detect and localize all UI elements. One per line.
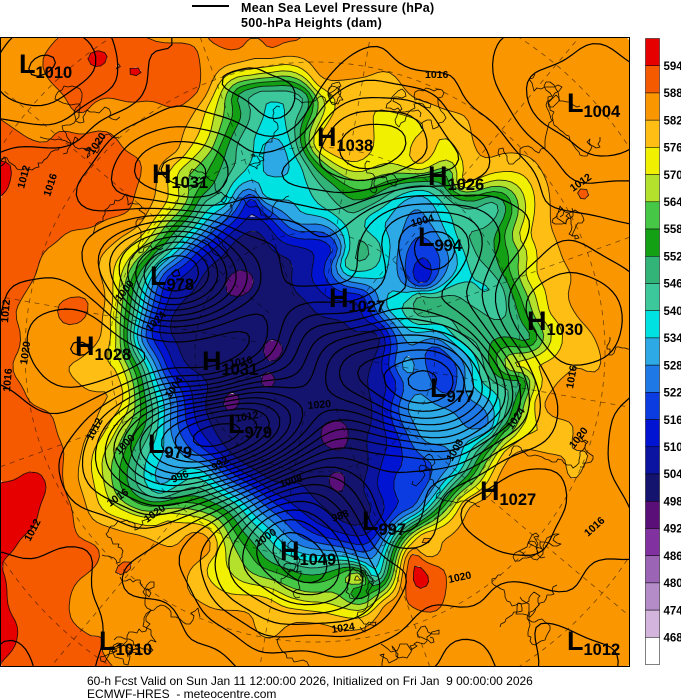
svg-text:988: 988 bbox=[330, 507, 351, 524]
svg-text:498: 498 bbox=[664, 496, 681, 508]
svg-text:534: 534 bbox=[664, 333, 681, 345]
svg-text:588: 588 bbox=[664, 88, 681, 100]
svg-text:558: 558 bbox=[664, 224, 681, 236]
svg-text:486: 486 bbox=[664, 551, 681, 563]
svg-text:576: 576 bbox=[664, 143, 681, 155]
svg-text:564: 564 bbox=[664, 197, 681, 209]
svg-text:552: 552 bbox=[664, 251, 681, 263]
svg-text:480: 480 bbox=[664, 578, 681, 590]
svg-text:1020: 1020 bbox=[307, 398, 331, 412]
svg-text:594: 594 bbox=[664, 61, 681, 73]
svg-text:1024: 1024 bbox=[331, 621, 356, 636]
svg-text:582: 582 bbox=[664, 115, 681, 127]
svg-text:1020: 1020 bbox=[447, 569, 472, 586]
svg-text:1012: 1012 bbox=[234, 409, 259, 425]
svg-text:468: 468 bbox=[664, 633, 681, 645]
svg-text:504: 504 bbox=[664, 469, 681, 481]
svg-text:570: 570 bbox=[664, 170, 681, 182]
svg-text:528: 528 bbox=[664, 360, 681, 372]
svg-text:H1049: H1049 bbox=[280, 536, 336, 569]
svg-text:492: 492 bbox=[664, 524, 681, 536]
svg-text:1012: 1012 bbox=[15, 164, 33, 190]
svg-text:1020: 1020 bbox=[18, 340, 33, 365]
svg-text:546: 546 bbox=[664, 279, 681, 291]
svg-text:H1031: H1031 bbox=[152, 159, 208, 192]
svg-text:1016: 1016 bbox=[564, 364, 580, 389]
svg-text:1012: 1012 bbox=[0, 299, 13, 323]
svg-text:1004: 1004 bbox=[410, 212, 436, 230]
svg-text:474: 474 bbox=[664, 605, 681, 617]
svg-text:1016: 1016 bbox=[228, 354, 253, 370]
svg-text:510: 510 bbox=[664, 442, 681, 454]
svg-text:1016: 1016 bbox=[425, 69, 449, 81]
svg-text:1016: 1016 bbox=[1, 368, 15, 392]
svg-text:522: 522 bbox=[664, 388, 681, 400]
svg-text:516: 516 bbox=[664, 415, 681, 427]
svg-text:H1026: H1026 bbox=[428, 161, 484, 194]
svg-text:540: 540 bbox=[664, 306, 681, 318]
